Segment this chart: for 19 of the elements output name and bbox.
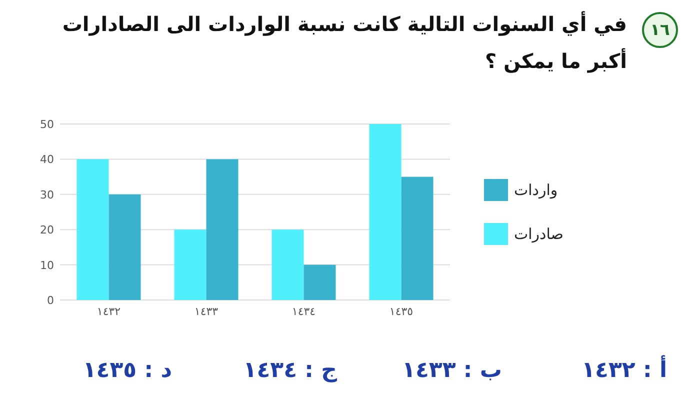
- legend-item: واردات: [484, 179, 558, 201]
- x-tick-label: ١٤٣٥: [389, 305, 414, 318]
- y-tick-label: 0: [47, 294, 54, 307]
- y-tick-label: 20: [40, 224, 54, 237]
- x-tick-label: ١٤٣٤: [292, 305, 316, 318]
- text: د : ١٤٣٥: [82, 358, 172, 383]
- x-tick-label: ١٤٣٢: [96, 305, 121, 318]
- legend-label: صادرات: [514, 225, 564, 243]
- question-number: ١٦: [642, 12, 678, 48]
- text: ب : ١٤٣٣: [402, 358, 502, 383]
- text: ج : ١٤٣٤: [243, 358, 337, 383]
- y-tick-label: 10: [40, 258, 54, 272]
- y-tick-label: 40: [40, 153, 54, 166]
- y-tick-label: 50: [40, 118, 54, 131]
- chart-title: في أي السنوات التالية كانت نسبة الواردات الى الصادارات أكبر ما يمكن ؟: [61, 10, 627, 75]
- x-tick-label: ١٤٣٣: [194, 305, 218, 318]
- y-tick-label: 30: [40, 188, 54, 202]
- legend-item: صادرات: [484, 223, 564, 245]
- legend-label: واردات: [514, 181, 558, 199]
